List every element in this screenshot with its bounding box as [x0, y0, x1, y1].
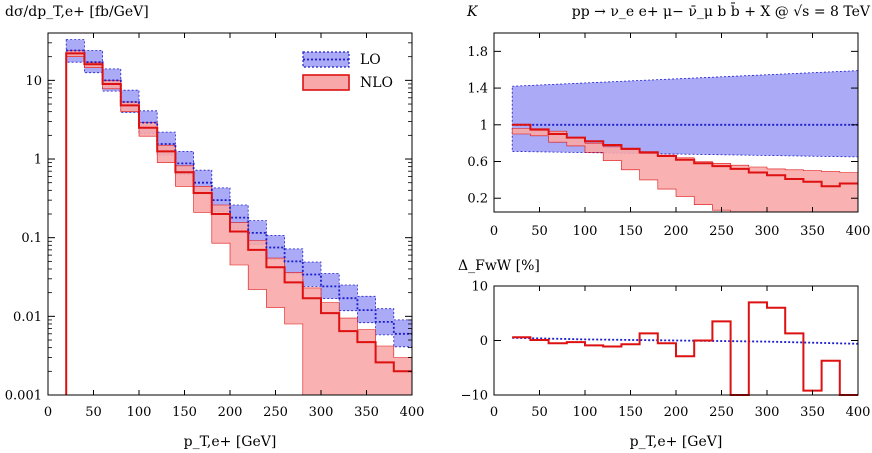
k-x-tick-label-350: 350	[800, 224, 825, 239]
fww-lines	[512, 301, 859, 396]
fww-lo-line	[512, 336, 859, 345]
main-x-tick-label-350: 350	[354, 405, 379, 420]
fww-y-tick-label-0: 0	[480, 334, 488, 349]
main-ticks: 0 50 100 150 200 250 300 350 400 0.001 0.01 0.1 1 10	[5, 33, 425, 420]
k-y-tick-label-1.4: 1.4	[467, 82, 488, 97]
main-panel: 0 50 100 150 200 250 300 350 4000.0010.010.1110 …	[5, 4, 425, 450]
k-x-tick-label-200: 200	[664, 224, 689, 239]
k-x-tick-label-50: 50	[531, 224, 548, 239]
k-y-tick-label-1: 1	[480, 118, 488, 133]
legend: LO NLO	[302, 51, 393, 91]
main-x-tick-label-0: 0	[44, 405, 52, 420]
kfactor-title: pp → ν_e e+ μ− ν̄_μ b b̄ + X @ √s = 8 Te…	[572, 2, 871, 20]
fww-x-tick-label-150: 150	[618, 405, 643, 420]
nlo-central-line	[65, 52, 412, 395]
main-y-tick-label-1: 1	[34, 153, 42, 168]
fww-y-tick-label-10: 10	[471, 280, 488, 295]
fww-x-tick-label-50: 50	[531, 405, 548, 420]
main-x-axis-label: p_T,e+ [GeV]	[184, 434, 277, 450]
k-nlo-central-line	[512, 123, 858, 188]
fww-y-tick-label--10: −10	[461, 389, 488, 404]
kfactor-ticks: 0 50 100 150 200 250 300 350 400 0.2 0.6 1 1.4 1.8	[467, 33, 870, 239]
fww-x-tick-label-300: 300	[755, 405, 780, 420]
fww-x-tick-label-350: 350	[800, 405, 825, 420]
k-y-tick-label-1.8: 1.8	[467, 45, 488, 60]
lo-central-line	[66, 49, 412, 335]
main-y-axis-label: dσ/dp_T,e+ [fb/GeV]	[5, 4, 149, 20]
legend-swatch-lo	[302, 51, 350, 68]
main-y-tick-label-0.001: 0.001	[5, 389, 42, 404]
k-x-tick-label-300: 300	[755, 224, 780, 239]
fww-nlo-line	[512, 301, 858, 396]
k-x-tick-label-400: 400	[846, 224, 871, 239]
fww-x-tick-label-250: 250	[709, 405, 734, 420]
legend-swatch-nlo	[302, 74, 350, 91]
main-x-tick-label-300: 300	[309, 405, 334, 420]
k-x-tick-label-0: 0	[490, 224, 498, 239]
fww-x-tick-label-200: 200	[664, 405, 689, 420]
main-x-tick-label-50: 50	[85, 405, 102, 420]
main-x-tick-label-100: 100	[127, 405, 152, 420]
fww-x-tick-label-100: 100	[573, 405, 598, 420]
main-lines	[65, 49, 412, 395]
legend-label-nlo: NLO	[360, 75, 393, 91]
k-x-tick-label-150: 150	[618, 224, 643, 239]
kfactor-lines	[512, 123, 858, 188]
nlo-scale-band	[65, 50, 413, 396]
main-x-tick-label-200: 200	[218, 405, 243, 420]
k-x-tick-label-250: 250	[709, 224, 734, 239]
k-x-tick-label-100: 100	[573, 224, 598, 239]
main-x-tick-label-150: 150	[172, 405, 197, 420]
k-y-tick-label-0.6: 0.6	[467, 155, 488, 170]
kfactor-y-axis-label: K	[466, 4, 479, 20]
main-x-tick-label-400: 400	[400, 405, 425, 420]
main-y-tick-label-0.01: 0.01	[13, 310, 42, 325]
fww-y-axis-label: Δ_FwW [%]	[458, 258, 540, 274]
k-lo-band	[511, 70, 859, 158]
main-x-tick-label-250: 250	[263, 405, 288, 420]
kfactor-bands	[511, 70, 859, 213]
k-y-tick-label-0.2: 0.2	[467, 192, 488, 207]
main-y-tick-label-0.1: 0.1	[21, 231, 42, 246]
fww-x-axis-label: p_T,e+ [GeV]	[630, 434, 723, 450]
legend-label-lo: LO	[360, 52, 381, 68]
fww-x-tick-label-0: 0	[490, 405, 498, 420]
fww-x-tick-label-400: 400	[846, 405, 871, 420]
main-y-tick-label-10: 10	[25, 74, 42, 89]
